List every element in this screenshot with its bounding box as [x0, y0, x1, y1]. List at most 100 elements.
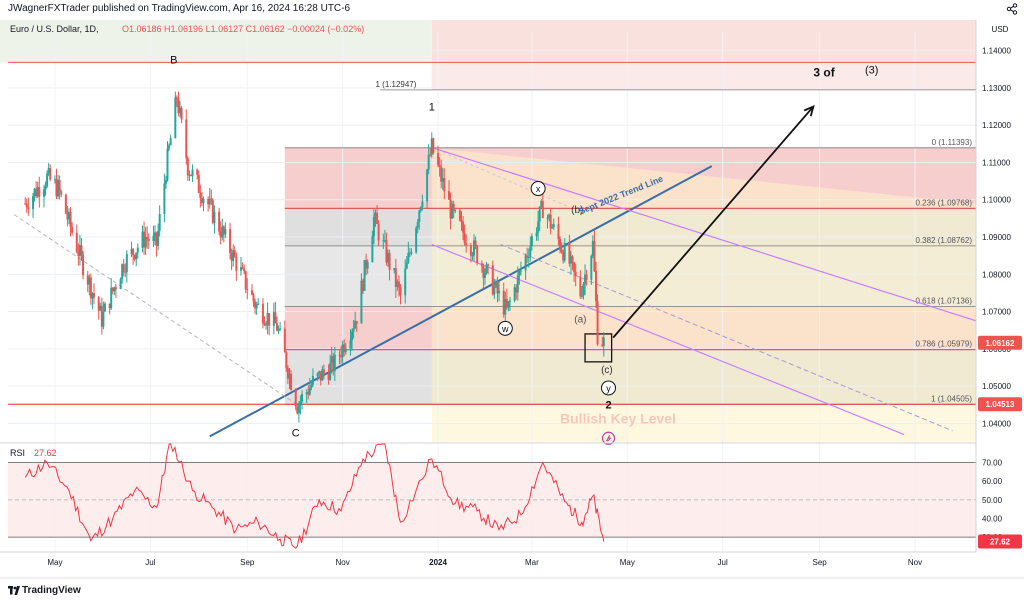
wave-label-w: w — [501, 324, 509, 334]
candle-body-107 — [257, 303, 260, 305]
candle-body-122 — [290, 373, 293, 390]
candle-body-210 — [483, 273, 486, 278]
candle-body-258 — [590, 256, 593, 280]
candle-body-223 — [513, 287, 516, 301]
candle-body-140 — [330, 355, 333, 364]
candle-body-160 — [374, 212, 377, 217]
candle-body-208 — [480, 263, 483, 267]
price-chart[interactable]: 1 (1.12947) 0 (1.11393) 0.236 (1.09768) 0.3… — [0, 20, 1024, 580]
candle-body-254 — [580, 295, 583, 297]
time-tick-6: May — [620, 558, 635, 567]
candle-body-92 — [224, 229, 227, 235]
candle-body-170 — [396, 281, 399, 287]
candle-body-213 — [491, 265, 494, 295]
wave-label-a: (a) — [574, 315, 586, 326]
candle-body-171 — [397, 281, 400, 288]
symbol-label: Euro / U.S. Dollar, 1D, — [10, 24, 99, 34]
candle-body-7 — [38, 187, 41, 197]
candle-body-152 — [355, 321, 358, 324]
candle-body-218 — [502, 290, 505, 315]
candle-body-53 — [141, 231, 144, 248]
candle-body-195 — [451, 203, 454, 219]
current-price-tag — [978, 335, 1022, 350]
trend-line — [209, 165, 713, 438]
candle-body-181 — [419, 206, 422, 211]
candle-body-15 — [57, 179, 60, 197]
candle-body-110 — [265, 324, 268, 326]
time-tick-1: Jul — [145, 558, 155, 567]
candle-body-61 — [157, 230, 160, 246]
wave-label-1: 1 — [429, 101, 435, 113]
candle-body-220 — [505, 298, 508, 308]
candle-body-226 — [518, 270, 521, 276]
candle-body-247 — [563, 242, 566, 261]
candle-body-262 — [596, 301, 599, 345]
candle-body-111 — [266, 313, 269, 325]
wave-label-c: (c) — [601, 365, 613, 376]
price-tick-0: 1.14000 — [982, 47, 1011, 56]
candle-body-232 — [530, 236, 533, 246]
candle-body-41 — [113, 287, 116, 292]
candle-body-28 — [86, 275, 89, 285]
candle-body-241 — [551, 227, 554, 229]
candle-body-93 — [229, 229, 232, 253]
candle-body-162 — [377, 223, 380, 241]
candle-body-16 — [58, 179, 61, 192]
candle-body-182 — [421, 201, 424, 207]
candle-body-212 — [487, 264, 490, 266]
candle-body-149 — [351, 331, 354, 341]
candle-body-153 — [360, 280, 363, 324]
candle-body-62 — [158, 214, 161, 231]
candle-body-200 — [462, 221, 465, 233]
candle-body-189 — [438, 165, 441, 167]
candle-body-14 — [55, 179, 58, 197]
candle-body-116 — [277, 329, 280, 331]
candle-body-209 — [482, 266, 485, 278]
time-tick-4: 2024 — [429, 558, 447, 567]
candle-body-187 — [432, 138, 435, 154]
rsi-tick-1: 60.00 — [982, 477, 1003, 486]
candle-body-157 — [366, 262, 369, 269]
candle-body-44 — [121, 264, 124, 280]
candle-body-197 — [454, 210, 457, 212]
candle-body-180 — [418, 210, 421, 223]
rsi-line — [24, 443, 605, 549]
candle-body-154 — [361, 280, 364, 291]
rsi-tick-0: 70.00 — [982, 459, 1003, 468]
share-icon[interactable] — [1006, 3, 1018, 15]
candle-body-198 — [458, 210, 461, 221]
tradingview-logo-icon — [8, 586, 20, 595]
candle-body-72 — [180, 107, 183, 120]
candle-body-60 — [155, 232, 158, 246]
candle-body-133 — [316, 373, 319, 377]
candle-body-156 — [365, 260, 368, 269]
price-tick-4: 1.10000 — [982, 196, 1011, 205]
projection-arrow-line — [612, 105, 815, 339]
candle-body-38 — [108, 303, 111, 309]
time-tick-2: Sep — [240, 558, 255, 567]
candle-body-148 — [349, 340, 352, 349]
candle-body-31 — [91, 293, 94, 299]
candle-body-106 — [255, 304, 258, 309]
candle-body-190 — [440, 166, 443, 182]
candle-body-219 — [504, 298, 507, 315]
candle-body-56 — [146, 237, 149, 239]
candle-body-5 — [35, 188, 38, 197]
candle-body-0 — [24, 203, 27, 205]
candle-body-146 — [343, 344, 346, 353]
candle-body-126 — [299, 401, 302, 405]
candle-body-165 — [385, 240, 388, 263]
wave-label-x: x — [536, 184, 541, 194]
candle-body-215 — [494, 281, 497, 286]
candle-body-27 — [82, 254, 85, 276]
pink-band-top — [431, 62, 976, 90]
candle-body-23 — [75, 232, 78, 252]
candle-body-24 — [77, 251, 80, 256]
candle-body-193 — [447, 191, 450, 200]
candle-body-26 — [80, 245, 83, 255]
candle-body-172 — [399, 287, 402, 296]
candle-body-97 — [235, 256, 238, 271]
candle-body-134 — [318, 371, 321, 374]
wave-label-B: B — [170, 55, 177, 67]
candle-body-33 — [97, 297, 100, 311]
